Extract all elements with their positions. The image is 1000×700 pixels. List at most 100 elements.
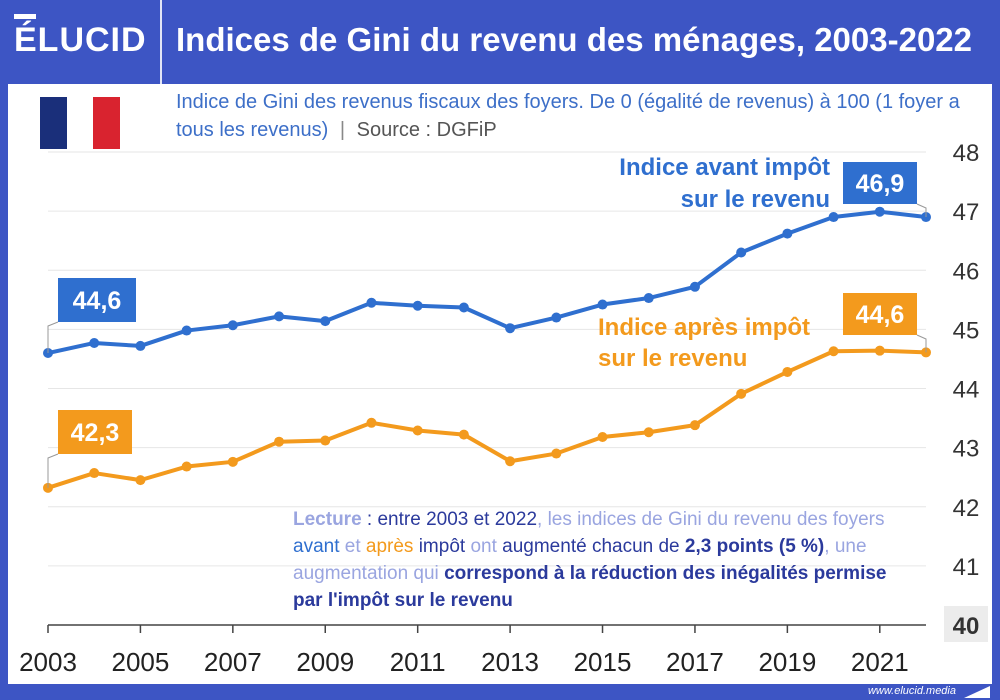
blue-series-label-line2: sur le revenu bbox=[681, 186, 830, 213]
y-tick-label-45: 45 bbox=[953, 317, 980, 344]
y-tick-label-44: 44 bbox=[953, 377, 980, 404]
orange-end-label-text: 44,6 bbox=[856, 301, 905, 329]
flag-blue-stripe bbox=[40, 97, 67, 149]
chart-subtitle: Indice de Gini des revenus fiscaux des f… bbox=[176, 88, 986, 144]
x-tick-label-2019: 2019 bbox=[758, 647, 816, 677]
data-point-1-2009 bbox=[320, 435, 331, 446]
reading-conclusion: correspond à la réduction des inégalités… bbox=[293, 563, 887, 611]
orange-end-label-box bbox=[843, 293, 917, 335]
reading-text-1: , les indices de Gini du revenu des foye… bbox=[537, 509, 885, 530]
page-title: Indices de Gini du revenu des ménages, 2… bbox=[176, 21, 973, 58]
x-tick-label-2015: 2015 bbox=[574, 647, 632, 677]
data-point-1-2008 bbox=[274, 436, 285, 447]
data-point-0-2005 bbox=[135, 340, 146, 351]
france-flag-icon bbox=[40, 97, 121, 149]
data-point-1-2007 bbox=[227, 456, 238, 467]
subtitle-separator: | bbox=[339, 119, 346, 141]
data-point-1-2017 bbox=[689, 420, 700, 431]
reading-apres: après bbox=[365, 536, 414, 557]
x-tick-label-2017: 2017 bbox=[666, 647, 724, 677]
y-tick-label-40: 40 bbox=[953, 613, 980, 640]
title-divider bbox=[160, 0, 162, 84]
data-point-0-2009 bbox=[320, 316, 331, 327]
reading-label: Lecture bbox=[293, 509, 362, 530]
y-tick-label-46: 46 bbox=[953, 258, 980, 285]
y-tick-label-47: 47 bbox=[953, 199, 980, 226]
data-point-0-2020 bbox=[828, 212, 839, 223]
header: ÉLUCID Indices de Gini du revenu des mén… bbox=[0, 0, 1000, 84]
blue-end-label-box bbox=[843, 162, 917, 204]
data-point-1-2018 bbox=[736, 388, 747, 399]
data-point-1-2013 bbox=[505, 456, 516, 467]
data-point-0-2018 bbox=[736, 247, 747, 258]
series-line-0 bbox=[46, 209, 928, 356]
logo[interactable]: ÉLUCID bbox=[14, 21, 147, 59]
blue-end-label-text: 46,9 bbox=[856, 170, 905, 198]
orange-start-label-leader bbox=[47, 453, 59, 488]
reading-et: et bbox=[339, 536, 366, 557]
data-point-0-2021 bbox=[874, 206, 885, 217]
orange-series-label-line2: sur le revenu bbox=[598, 345, 747, 372]
flag-white-stripe bbox=[66, 97, 94, 149]
data-point-0-2006 bbox=[181, 325, 192, 336]
blue-start-label-text: 44,6 bbox=[73, 287, 122, 315]
data-point-1-2006 bbox=[181, 461, 192, 472]
data-point-1-2016 bbox=[643, 427, 654, 438]
data-point-1-2021 bbox=[874, 345, 885, 356]
x-tick-label-2011: 2011 bbox=[390, 647, 446, 677]
x-tick-label-2021: 2021 bbox=[851, 647, 909, 677]
subtitle-text: Indice de Gini des revenus fiscaux des f… bbox=[176, 91, 960, 141]
elucid-mark-icon bbox=[964, 686, 990, 698]
data-point-1-2020 bbox=[828, 346, 839, 357]
data-point-0-2015 bbox=[597, 299, 608, 310]
reading-points: 2,3 points (5 %) bbox=[684, 536, 825, 557]
data-point-1-2010 bbox=[366, 417, 377, 428]
blue-end-label-leader bbox=[916, 203, 927, 218]
blue-start-label-leader bbox=[47, 321, 59, 354]
source-text: Source : DGFiP bbox=[356, 119, 497, 141]
reading-augmente: augmenté chacun de bbox=[502, 536, 685, 557]
y-tick-label-42: 42 bbox=[953, 495, 980, 522]
reading-ont: ont bbox=[465, 536, 503, 557]
y-tick-label-43: 43 bbox=[953, 436, 980, 463]
orange-start-label-box bbox=[58, 410, 132, 454]
reading-colon: : bbox=[361, 509, 378, 530]
reading-avant: avant bbox=[293, 536, 340, 557]
logo-accent bbox=[14, 14, 36, 19]
x-tick-label-2009: 2009 bbox=[296, 647, 354, 677]
y-tick-label-48: 48 bbox=[953, 140, 980, 167]
data-point-1-2015 bbox=[597, 431, 608, 442]
data-point-0-2017 bbox=[689, 281, 700, 292]
chart-panel bbox=[8, 84, 992, 684]
data-point-0-2010 bbox=[366, 297, 377, 308]
data-point-1-2011 bbox=[412, 425, 423, 436]
data-point-1-2004 bbox=[89, 468, 100, 479]
data-point-0-2004 bbox=[89, 337, 100, 348]
blue-start-label-box bbox=[58, 278, 136, 322]
data-point-0-2012 bbox=[458, 302, 469, 313]
data-point-0-2007 bbox=[227, 320, 238, 331]
data-point-1-2014 bbox=[551, 448, 562, 459]
reading-text-2: , une augmentation qui bbox=[293, 536, 867, 584]
data-point-1-2012 bbox=[458, 429, 469, 440]
data-point-0-2008 bbox=[274, 311, 285, 322]
x-tick-label-2013: 2013 bbox=[481, 647, 539, 677]
data-point-1-2019 bbox=[782, 366, 793, 377]
y-tick-label-41: 41 bbox=[953, 554, 980, 581]
reading-note: Lecture : entre 2003 et 2022, les indice… bbox=[293, 506, 918, 614]
reading-impot: impôt bbox=[413, 536, 466, 557]
data-point-0-2019 bbox=[782, 228, 793, 239]
data-point-0-2013 bbox=[505, 323, 516, 334]
blue-series-label-line1: Indice avant impôt bbox=[619, 154, 830, 181]
x-tick-label-2005: 2005 bbox=[111, 647, 169, 677]
x-tick-label-2007: 2007 bbox=[204, 647, 262, 677]
reading-period: entre 2003 et 2022 bbox=[377, 509, 538, 530]
footer-url[interactable]: www.elucid.media bbox=[867, 685, 956, 697]
orange-series-label-line1: Indice après impôt bbox=[598, 314, 810, 341]
orange-end-label-leader bbox=[916, 334, 927, 353]
data-point-0-2016 bbox=[643, 293, 654, 304]
orange-start-label-text: 42,3 bbox=[71, 419, 120, 447]
x-tick-label-2003: 2003 bbox=[19, 647, 77, 677]
data-point-0-2014 bbox=[551, 312, 562, 323]
